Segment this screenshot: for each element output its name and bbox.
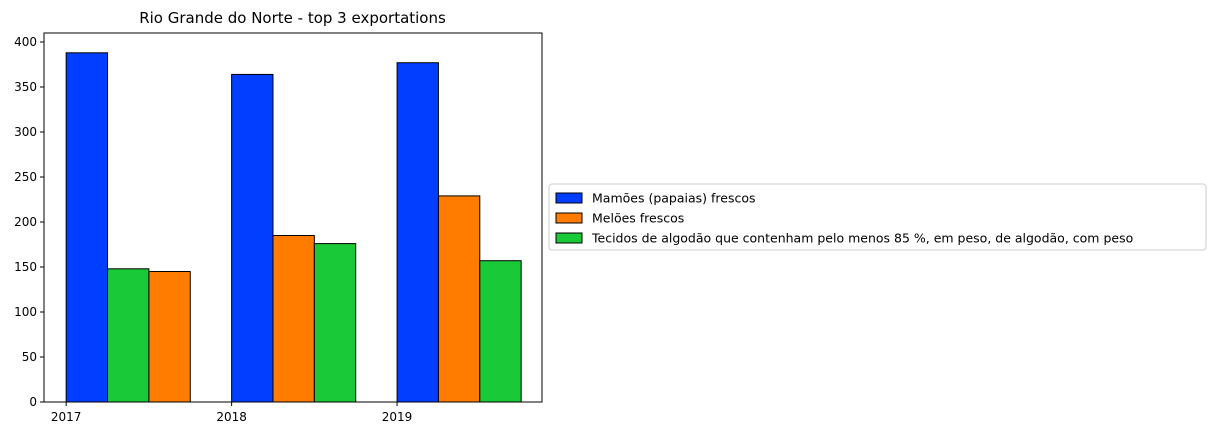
legend-swatch — [555, 232, 583, 244]
bars-group — [65, 52, 522, 403]
bar-2018-series-1 — [272, 235, 315, 403]
x-axis: 2017 2018 2019 — [51, 402, 412, 424]
legend-box — [548, 183, 1207, 251]
bar-2017-series-0 — [65, 52, 109, 403]
y-tick-label: 50 — [22, 350, 37, 364]
legend-label: Tecidos de algodão que contenham pelo me… — [591, 231, 1133, 246]
y-tick-label: 400 — [14, 35, 37, 49]
y-tick-label: 300 — [14, 125, 37, 139]
y-tick-label: 0 — [29, 395, 37, 409]
bar-2019-series-1 — [437, 195, 481, 403]
y-tick-label: 250 — [14, 170, 37, 184]
bar-2018-series-0 — [231, 73, 274, 403]
y-tick-label: 100 — [14, 305, 37, 319]
y-tick-label: 150 — [14, 260, 37, 274]
bar-2018-series-2 — [313, 243, 357, 403]
bar-2017-series-2 — [107, 268, 150, 403]
x-tick-label: 2019 — [382, 410, 413, 424]
legend: Mamões (papaias) frescos Melões frescos Te… — [548, 183, 1207, 251]
legend-label: Melões frescos — [592, 211, 684, 226]
y-axis: 0 50 100 150 200 250 300 350 400 — [14, 35, 44, 409]
x-tick-label: 2018 — [216, 410, 247, 424]
chart-title: Rio Grande do Norte - top 3 exportations — [139, 9, 446, 27]
bar-2017-series-1 — [148, 271, 191, 403]
x-tick-label: 2017 — [51, 410, 82, 424]
legend-label: Mamões (papaias) frescos — [592, 191, 756, 206]
legend-swatch — [555, 212, 583, 224]
y-tick-label: 350 — [14, 80, 37, 94]
y-tick-label: 200 — [14, 215, 37, 229]
bar-2019-series-0 — [396, 62, 439, 403]
bar-2019-series-2 — [479, 260, 522, 403]
legend-swatch — [555, 192, 583, 204]
plot-frame — [43, 32, 543, 403]
